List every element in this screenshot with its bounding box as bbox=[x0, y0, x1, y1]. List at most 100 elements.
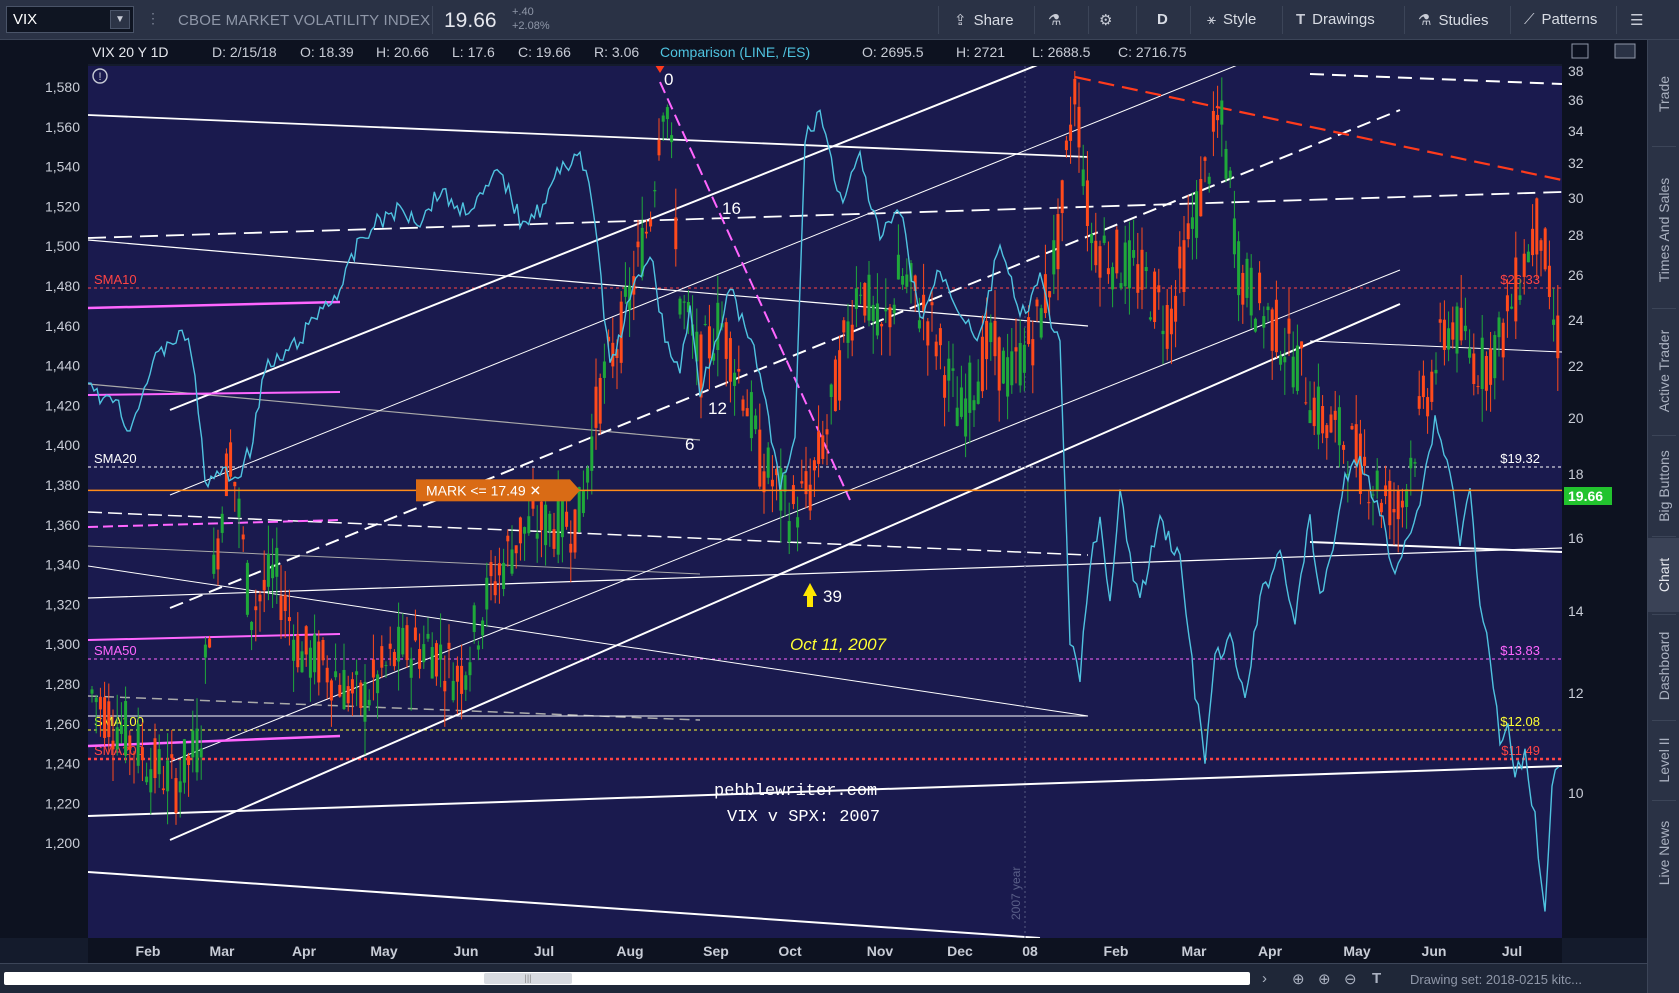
candle-body bbox=[598, 377, 602, 424]
trend-line[interactable] bbox=[88, 871, 1041, 938]
divider bbox=[1282, 6, 1283, 34]
candle-body bbox=[955, 407, 959, 426]
trend-line[interactable] bbox=[88, 519, 341, 528]
trend-line[interactable] bbox=[1074, 75, 1562, 182]
price-chart[interactable]: VIX 20 Y 1D D: 2/15/18 O: 18.39 H: 20.66… bbox=[0, 40, 1647, 963]
candle-body bbox=[695, 331, 699, 362]
chart-header: VIX 20 Y 1D D: 2/15/18 O: 18.39 H: 20.66… bbox=[92, 44, 1187, 60]
candle-body bbox=[308, 647, 312, 678]
sidebar-item-level-ii[interactable]: Level II bbox=[1656, 737, 1672, 783]
patterns-button[interactable]: ⟋ Patterns bbox=[1524, 11, 1597, 28]
sidebar-item-times-and-sales[interactable]: Times And Sales bbox=[1656, 177, 1672, 283]
trend-line[interactable] bbox=[88, 114, 1089, 158]
trend-line[interactable] bbox=[88, 239, 1089, 327]
candle-body bbox=[544, 504, 548, 546]
studies-button[interactable]: ⚗ Studies bbox=[1418, 11, 1489, 30]
style-button[interactable]: ⚹ Style bbox=[1207, 11, 1256, 28]
sidebar-item-dashboard[interactable]: Dashboard bbox=[1656, 631, 1672, 701]
candle-body bbox=[287, 617, 291, 622]
candle-body bbox=[636, 241, 640, 248]
header-cmp-open: O: 2695.5 bbox=[862, 44, 924, 60]
candle-body bbox=[838, 350, 842, 401]
chart-area[interactable]: VIX 20 Y 1D D: 2/15/18 O: 18.39 H: 20.66… bbox=[0, 40, 1647, 993]
sidebar-item-active-trader[interactable]: Active Trader bbox=[1656, 329, 1672, 413]
expand-icon[interactable] bbox=[1571, 43, 1589, 59]
period-button[interactable]: D bbox=[1157, 11, 1168, 28]
candle-body bbox=[1413, 462, 1417, 464]
trend-line[interactable] bbox=[88, 391, 341, 396]
sidebar-item-big-buttons[interactable]: Big Buttons bbox=[1656, 450, 1672, 522]
candle-body bbox=[220, 513, 224, 533]
candle-body bbox=[812, 460, 816, 471]
trend-lines[interactable] bbox=[88, 60, 1562, 938]
scroll-right-icon[interactable]: › bbox=[1262, 970, 1267, 987]
trend-line[interactable] bbox=[88, 511, 1089, 556]
trend-line[interactable] bbox=[88, 547, 1562, 599]
trend-line[interactable] bbox=[1309, 541, 1562, 553]
sidebar-item-trade[interactable]: Trade bbox=[1656, 75, 1672, 113]
x-axis-tick-label: Mar bbox=[210, 943, 235, 959]
candle-body bbox=[1228, 170, 1232, 179]
grip-icon[interactable]: ⋮ bbox=[146, 10, 160, 26]
mark-line[interactable]: MARK <= 17.49 ✕ bbox=[88, 479, 1562, 502]
sidebar-item-live-news[interactable]: Live News bbox=[1656, 820, 1672, 886]
candle-body bbox=[850, 324, 854, 341]
drawings-button[interactable]: T Drawings bbox=[1296, 11, 1375, 28]
candle-body bbox=[376, 674, 380, 694]
candle-body bbox=[1531, 228, 1535, 256]
candle-body bbox=[628, 285, 632, 310]
trend-line[interactable] bbox=[88, 300, 341, 310]
symbol-input[interactable]: VIX ▼ bbox=[6, 6, 134, 33]
settings-button[interactable]: ⚙ bbox=[1099, 11, 1112, 29]
candle-body bbox=[1505, 295, 1509, 312]
info-icon[interactable]: ! bbox=[92, 68, 108, 84]
scrollbar-thumb[interactable]: ||| bbox=[484, 973, 572, 984]
trend-line[interactable] bbox=[88, 765, 1562, 817]
trend-line[interactable] bbox=[88, 545, 701, 575]
candle-body bbox=[115, 727, 119, 750]
mark-label-arrow bbox=[570, 479, 580, 502]
candle-body bbox=[485, 577, 489, 610]
candle-body bbox=[770, 479, 774, 487]
chart-scrollbar[interactable]: ||| bbox=[4, 972, 1250, 985]
text-icon[interactable]: T bbox=[1372, 970, 1382, 987]
candle-body bbox=[1291, 356, 1295, 388]
trend-line[interactable] bbox=[169, 303, 1401, 841]
flask-button[interactable]: ⚗ bbox=[1048, 11, 1061, 29]
chart-annotation: 6 bbox=[685, 435, 694, 454]
candle-body bbox=[464, 675, 468, 690]
sidebar-item-chart[interactable]: Chart bbox=[1648, 538, 1679, 612]
symbol-dropdown-button[interactable]: ▼ bbox=[110, 10, 130, 29]
mark-label-box[interactable] bbox=[416, 479, 570, 502]
candle-body bbox=[1102, 235, 1106, 243]
candle-body bbox=[1190, 217, 1194, 229]
candle-body bbox=[1203, 157, 1207, 161]
candle-body bbox=[279, 595, 283, 621]
x-axis-tick-label: 08 bbox=[1022, 943, 1038, 959]
candle-body bbox=[1014, 347, 1018, 352]
menu-button[interactable]: ☰ bbox=[1630, 11, 1643, 29]
candle-body bbox=[1455, 306, 1459, 354]
trend-line[interactable] bbox=[169, 109, 1401, 609]
share-button[interactable]: ⇪ Share bbox=[954, 11, 1014, 30]
collapse-icon[interactable] bbox=[1614, 43, 1636, 59]
zoom-in-icon[interactable]: ⊕ bbox=[1318, 971, 1331, 988]
candle-body bbox=[1001, 350, 1005, 384]
right-axis-tick-label: 20 bbox=[1568, 410, 1584, 426]
candle-body bbox=[254, 606, 258, 611]
zoom-out-icon[interactable]: ⊖ bbox=[1344, 971, 1357, 988]
trend-line[interactable] bbox=[169, 60, 1050, 411]
trend-line[interactable] bbox=[1309, 340, 1562, 353]
chart-annotation: VIX v SPX: 2007 bbox=[727, 808, 880, 827]
pan-icon[interactable]: ⊕ bbox=[1292, 971, 1305, 988]
candle-body bbox=[842, 320, 846, 333]
candle-body bbox=[1010, 351, 1014, 386]
candle-body bbox=[859, 294, 863, 296]
trend-line[interactable] bbox=[88, 565, 1089, 717]
trend-line[interactable] bbox=[88, 191, 1562, 239]
candle-body bbox=[1526, 251, 1530, 263]
trend-line[interactable] bbox=[1309, 73, 1562, 85]
trend-line[interactable] bbox=[88, 695, 701, 721]
candle-body bbox=[1249, 267, 1253, 316]
candle-body bbox=[943, 375, 947, 398]
